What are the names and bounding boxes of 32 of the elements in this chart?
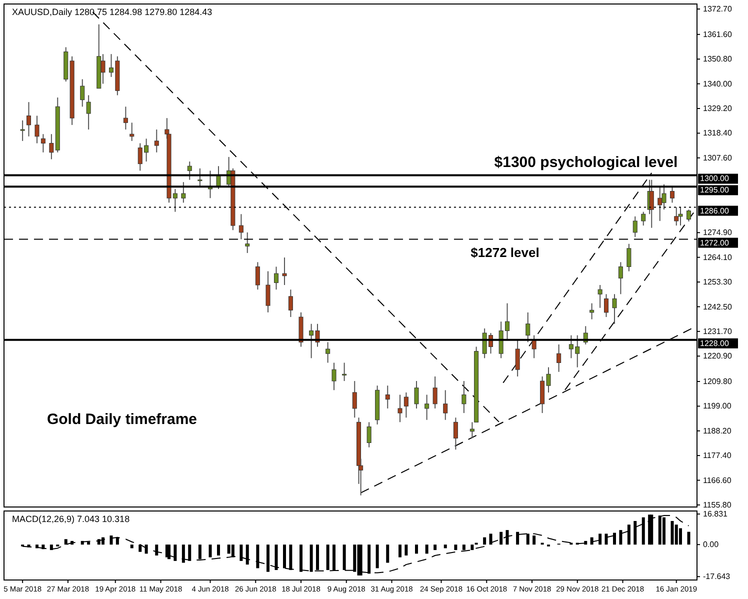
y-tick-label: 16.831 (703, 510, 728, 519)
y-tick-label: -17.643 (703, 572, 731, 582)
y-tick-label: 1253.30 (703, 278, 732, 287)
chart-title: XAUUSD,Daily 1280.75 1284.98 1279.80 1284.43 (12, 7, 212, 17)
annotation: $1272 level (470, 245, 540, 260)
y-tick-label: 1329.20 (703, 104, 732, 114)
annotation: Gold Daily timeframe (46, 411, 198, 428)
y-tick-label: 1318.40 (703, 128, 732, 138)
ref-line-label: 1228.00 (700, 338, 730, 348)
y-tick-label: 0.00 (703, 540, 720, 550)
chart-title: MACD(12,26,9) 7.043 10.318 (12, 514, 130, 524)
y-tick-label: 1307.60 (703, 153, 732, 162)
y-tick-label: 1264.10 (703, 252, 732, 262)
y-tick-label: 1166.60 (703, 476, 732, 485)
y-tick-label: 1220.90 (703, 352, 732, 361)
ref-line-label: 1295.00 (700, 186, 730, 195)
y-tick-label: 1242.50 (703, 302, 732, 312)
y-tick-label: 1199.00 (703, 402, 732, 411)
y-tick-label: 1350.80 (703, 54, 732, 64)
ref-line-label: 1286.00 (700, 206, 730, 216)
ref-line-label: 1300.00 (700, 174, 730, 184)
annotation: $1300 psychological level (494, 154, 678, 171)
ref-line-label: 1272.00 (700, 238, 730, 248)
y-tick-label: 1188.20 (703, 426, 732, 436)
y-tick-label: 1231.70 (703, 326, 732, 336)
y-tick-label: 1209.80 (703, 377, 732, 386)
y-tick-label: 1177.40 (703, 451, 732, 460)
y-tick-label: 1372.70 (703, 4, 732, 14)
y-tick-label: 1340.00 (703, 79, 732, 88)
y-tick-label: 1274.90 (703, 228, 732, 238)
y-tick-label: 1155.80 (703, 500, 732, 510)
y-tick-label: 1361.60 (703, 30, 732, 39)
